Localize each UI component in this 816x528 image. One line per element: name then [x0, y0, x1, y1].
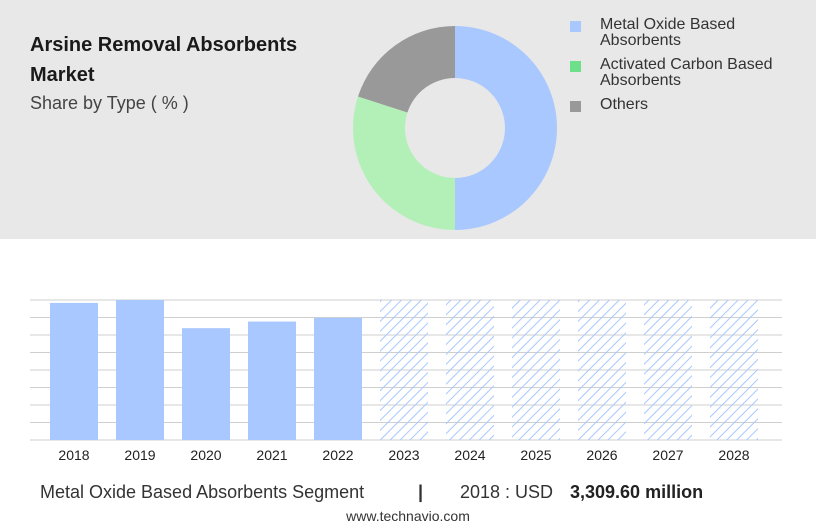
legend-label: Metal Oxide Based Absorbents — [600, 16, 736, 49]
legend-swatch-others — [570, 101, 581, 112]
forecast-bar-2024 — [446, 300, 494, 440]
bar-2018 — [50, 302, 98, 440]
legend-item-metal-oxide: Metal Oxide Based Absorbents — [570, 17, 810, 49]
legend: Metal Oxide Based Absorbents Activated C… — [570, 15, 810, 113]
x-tick-label: 2028 — [718, 447, 749, 463]
bar-2020 — [182, 328, 230, 440]
legend-swatch-metal-oxide — [570, 21, 581, 32]
forecast-bar-2027 — [644, 300, 692, 440]
legend-label: Others — [600, 96, 649, 113]
bar-chart: 2018 2019 2020 2021 2022 2023 2024 2025 2026 2027… — [30, 299, 782, 463]
x-tick-label: 2020 — [190, 447, 221, 463]
footer-value: 3,309.60 million — [570, 482, 704, 502]
x-tick-label: 2024 — [454, 447, 485, 463]
donut-chart — [352, 26, 557, 230]
legend-swatch-activated-carbon — [570, 61, 581, 72]
x-tick-label: 2021 — [256, 447, 287, 463]
footer: Metal Oxide Based Absorbents Segment | 2… — [0, 482, 816, 506]
donut-slice-others — [357, 26, 455, 113]
footer-year-label: 2018 : USD — [460, 482, 554, 502]
donut-slice-activated-carbon — [352, 96, 455, 230]
legend-label: Activated Carbon Based Absorbents — [600, 56, 773, 89]
x-tick-label: 2026 — [586, 447, 617, 463]
x-tick-label: 2019 — [124, 447, 155, 463]
footer-separator: | — [418, 482, 424, 502]
bar-2022 — [314, 317, 362, 440]
x-tick-label: 2022 — [322, 447, 353, 463]
bar-2019 — [116, 300, 164, 440]
x-tick-label: 2023 — [388, 447, 419, 463]
x-tick-label: 2025 — [520, 447, 551, 463]
chart-subtitle: Share by Type ( % ) — [30, 93, 189, 113]
chart-title: Arsine Removal Absorbents Market — [30, 34, 298, 86]
forecast-bar-2026 — [578, 300, 626, 440]
legend-item-activated-carbon: Activated Carbon Based Absorbents — [570, 57, 810, 89]
site-url: www.technavio.com — [346, 508, 470, 524]
summary-panel: Arsine Removal Absorbents Market Share b… — [0, 0, 816, 239]
donut-slice-metal-oxide — [455, 26, 557, 230]
forecast-bar-2025 — [512, 300, 560, 440]
forecast-bar-2028 — [710, 300, 758, 440]
x-tick-label: 2018 — [58, 447, 89, 463]
forecast-bar-2023 — [380, 300, 428, 440]
legend-item-others: Others — [570, 97, 810, 113]
x-tick-label: 2027 — [652, 447, 683, 463]
footer-segment: Metal Oxide Based Absorbents Segment — [40, 482, 365, 502]
bar-2021 — [248, 321, 296, 440]
